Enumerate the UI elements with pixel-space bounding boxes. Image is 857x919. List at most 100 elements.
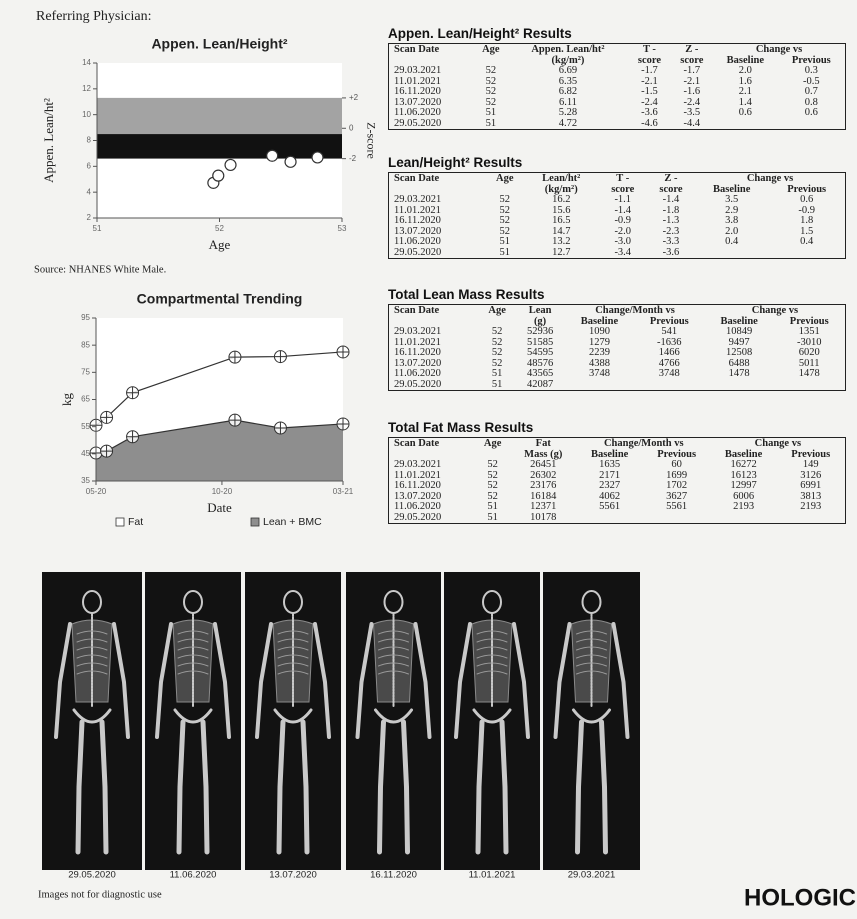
x-tick-label: 05-20 [86, 487, 107, 496]
table-cell: 11.06.2020 [389, 237, 486, 248]
table-cell: 52 [474, 87, 508, 98]
data-point [267, 150, 278, 161]
legend-label: Lean + BMC [263, 516, 322, 528]
table-cell: 43565 [515, 369, 565, 380]
table-cell: 52 [479, 327, 515, 338]
y-tick-label: 2 [87, 213, 92, 222]
table-row: 11.01.2021526.35-2.1-2.11.6-0.5 [389, 77, 846, 88]
results-table: Scan DateAgeLeanChange/Month vsChange vs… [388, 304, 846, 391]
column-header: Age [474, 44, 508, 56]
result-table-block: Lean/Height² ResultsScan DateAgeLean/ht²… [388, 155, 846, 259]
table-cell: 16.11.2020 [389, 348, 480, 359]
page: Referring Physician: Source: NHANES Whit… [0, 0, 857, 919]
scan-image [543, 572, 640, 870]
table-cell: 0.7 [778, 87, 846, 98]
table-cell: -1.7 [671, 66, 713, 77]
column-header: Z - [647, 173, 695, 185]
table-cell: 16.11.2020 [389, 216, 486, 227]
table-row: 16.11.2020522317623271702129976991 [389, 481, 846, 492]
y-tick-label: 45 [81, 449, 90, 458]
scan-date: 29.03.2021 [568, 870, 616, 881]
table-cell: 4.72 [508, 119, 629, 130]
legend-label: Fat [128, 516, 143, 528]
column-header: Z - [671, 44, 713, 56]
legend-swatch [116, 518, 124, 526]
table-cell: 29.05.2020 [389, 248, 486, 259]
table-row: 29.03.2021526.69-1.7-1.72.00.3 [389, 66, 846, 77]
result-table-block: Appen. Lean/Height² Results Scan DateAgeA… [388, 26, 846, 130]
table-cell: 2327 [577, 481, 643, 492]
table-cell: -3.5 [671, 108, 713, 119]
table-cell: 51 [486, 237, 524, 248]
table-row: 29.05.20205142087 [389, 380, 846, 391]
table-cell: 3748 [634, 369, 705, 380]
data-point [285, 156, 296, 167]
chart-title: Appen. Lean/Height² [151, 36, 287, 52]
y2-tick-label: 0 [349, 123, 354, 132]
column-group: Change/Month vs [565, 305, 705, 317]
table-cell: -4.4 [671, 119, 713, 130]
table-cell: 16.11.2020 [389, 481, 476, 492]
table-row: 11.06.2020515.28-3.6-3.50.60.6 [389, 108, 846, 119]
table-cell: 51 [476, 513, 510, 524]
image-note: Images not for diagnostic use [38, 889, 162, 900]
table-cell [577, 513, 643, 524]
table-cell: 5.28 [508, 108, 629, 119]
table-cell: 52 [479, 348, 515, 359]
column-header: Scan Date [389, 173, 486, 185]
y2-tick-label: +2 [349, 93, 359, 102]
column-group: Change vs [711, 438, 846, 450]
table-cell: -1.3 [647, 216, 695, 227]
table-cell: 51 [479, 369, 515, 380]
table-cell: 51 [479, 380, 515, 391]
table-cell: 60 [643, 460, 711, 471]
table-cell: 0.6 [768, 195, 845, 206]
table-cell: 2193 [711, 502, 777, 513]
table-cell [778, 119, 846, 130]
table-body: 29.03.202152264511635601627214911.01.202… [389, 460, 846, 524]
column-group: Change vs [713, 44, 845, 56]
data-point [229, 414, 241, 426]
scan-image [245, 572, 341, 870]
y-tick-label: 65 [81, 395, 90, 404]
y-tick-label: 8 [87, 136, 92, 145]
table-cell: 52 [486, 216, 524, 227]
table-cell: 23176 [510, 481, 577, 492]
table-cell: 51 [474, 108, 508, 119]
table-cell: 52 [486, 195, 524, 206]
scan-date: 16.11.2020 [370, 870, 417, 881]
y-axis-label: Appen. Lean/ht² [41, 98, 56, 183]
table-cell: 1635 [577, 460, 643, 471]
table-cell: 10849 [705, 327, 774, 338]
data-point [337, 346, 349, 358]
result-table-block: Total Fat Mass ResultsScan DateAgeFatCha… [388, 420, 846, 524]
column-header: Appen. Lean/ht² [508, 44, 629, 56]
scan-date: 13.07.2020 [269, 870, 317, 881]
table-cell: 2.1 [713, 87, 778, 98]
header-row: (kg/m²)scorescoreBaselinePrevious [389, 55, 846, 66]
column-header: Lean [515, 305, 565, 317]
table-cell: 12.7 [524, 248, 599, 259]
table-title: Appen. Lean/Height² Results [388, 26, 846, 41]
y-tick-label: 35 [81, 476, 90, 485]
table-head: Scan DateAgeLeanChange/Month vsChange vs… [389, 305, 846, 328]
table-body: 29.03.20215216.2-1.1-1.43.50.611.01.2021… [389, 195, 846, 259]
table-cell: 52 [476, 460, 510, 471]
table-cell: 3.8 [695, 216, 768, 227]
table-cell: 54595 [515, 348, 565, 359]
column-group: Change vs [705, 305, 846, 317]
x-tick-label: 03-21 [333, 487, 354, 496]
table-cell: -1.7 [628, 66, 670, 77]
table-cell: 541 [634, 327, 705, 338]
table-row: 29.03.20215216.2-1.1-1.43.50.6 [389, 195, 846, 206]
table-cell: -3.6 [647, 248, 695, 259]
data-point [213, 170, 224, 181]
table-row: 11.06.202051435653748374814781478 [389, 369, 846, 380]
scan-image [444, 572, 540, 870]
table-row: 16.11.20205216.5-0.9-1.33.81.8 [389, 216, 846, 227]
table-cell: 2239 [565, 348, 634, 359]
